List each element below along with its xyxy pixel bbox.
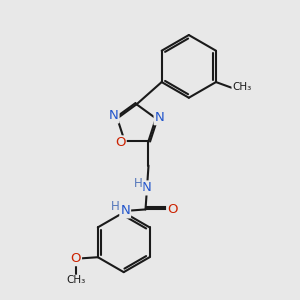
Text: N: N [142,182,152,194]
Text: CH₃: CH₃ [67,275,86,286]
Text: N: N [120,204,130,218]
Text: H: H [134,177,142,190]
Text: O: O [167,203,178,216]
Text: O: O [70,252,81,265]
Text: CH₃: CH₃ [232,82,252,92]
Text: N: N [154,111,164,124]
Text: H: H [111,200,120,213]
Text: O: O [115,136,126,149]
Text: N: N [109,110,118,122]
